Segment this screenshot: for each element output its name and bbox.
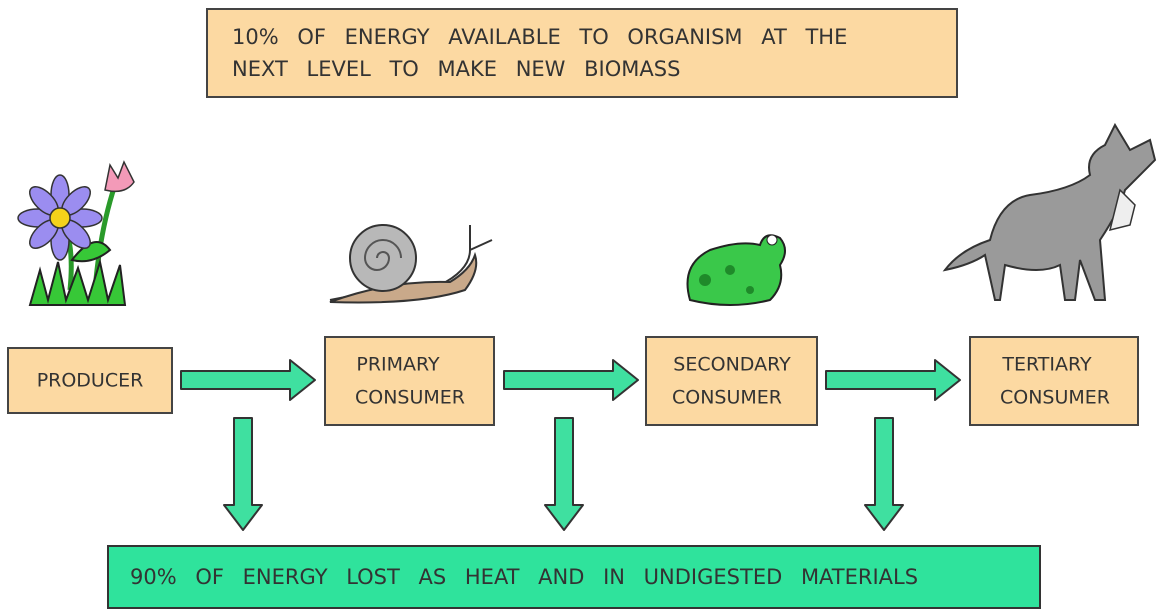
arrow <box>181 360 315 400</box>
header-line: NEXT LEVEL TO MAKE NEW BIOMASS <box>232 57 680 81</box>
node-box <box>646 337 817 425</box>
node-label: CONSUMER <box>672 387 782 409</box>
node-label: PRODUCER <box>37 370 144 392</box>
node-label: PRIMARY <box>356 354 440 376</box>
header-box <box>207 9 957 97</box>
arrow <box>504 360 638 400</box>
arrow <box>865 418 903 530</box>
footer-text: 90% OF ENERGY LOST AS HEAT AND IN UNDIGE… <box>130 565 918 589</box>
arrow <box>826 360 960 400</box>
arrow <box>224 418 262 530</box>
node-label: SECONDARY <box>673 354 791 376</box>
frog-illustration <box>688 235 786 305</box>
header-line: 10% OF ENERGY AVAILABLE TO ORGANISM AT T… <box>232 25 847 49</box>
arrow <box>545 418 583 530</box>
wolf-illustration <box>945 125 1155 300</box>
node-label: CONSUMER <box>1000 387 1110 409</box>
node-box <box>325 337 494 425</box>
node-box <box>970 337 1138 425</box>
snail-illustration <box>330 225 492 303</box>
flower-illustration <box>18 162 134 305</box>
diagram: 10% OF ENERGY AVAILABLE TO ORGANISM AT T… <box>0 0 1161 614</box>
node-label: TERTIARY <box>1001 354 1092 376</box>
node-label: CONSUMER <box>355 387 465 409</box>
